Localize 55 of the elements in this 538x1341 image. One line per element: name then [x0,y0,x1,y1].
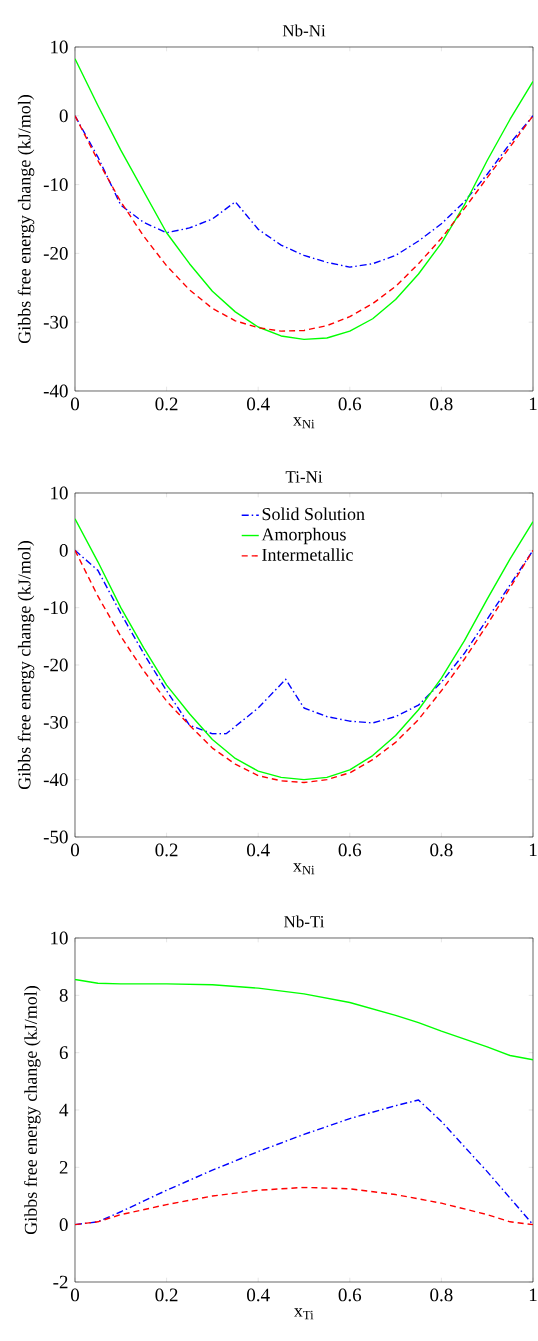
line-series [75,978,533,1061]
y-tick-label: -20 [43,658,68,672]
x-axis-title: x$_{Ti}$ [294,1308,314,1320]
y-tick-label: -20 [43,246,68,260]
y-axis-title: Gibbs free energy change (kJ/mol) [17,540,35,790]
y-tick-label: 6 [59,1046,68,1060]
y-tick-label: -40 [43,384,68,398]
y-axis-title: Gibbs free energy change (kJ/mol) [17,94,35,344]
line-series [75,549,533,735]
y-tick-label: -50 [43,830,68,844]
x-tick-label: 0.8 [430,1288,453,1302]
y-tick-label: 10 [51,486,68,500]
legend-label: Amorphous [261,527,346,545]
x-tick-label: 0.8 [430,397,453,411]
x-tick-label: 1 [529,843,537,857]
y-tick-label: -30 [43,315,68,329]
chart-title: Nb-Ti [284,915,325,928]
y-tick-label: -40 [43,773,68,787]
y-tick-label: -10 [43,601,68,615]
line-series [75,115,533,332]
x-axis-title: x$_{Ni}$ [293,417,315,429]
line-series [75,115,533,268]
y-tick-label: 10 [51,931,68,945]
x-tick-label: 0 [70,397,80,411]
x-tick-label: 0.2 [155,397,178,411]
x-tick-label: 0 [70,843,80,857]
legend-label: Intermetallic [262,548,353,561]
x-tick-label: 0.8 [430,843,453,857]
x-tick-label: 0.4 [247,1288,270,1302]
x-tick-label: 0.6 [338,843,362,857]
y-tick-label: 0 [59,1218,68,1232]
x-tick-label: 1 [529,1288,537,1302]
x-tick-label: 0.6 [338,1288,362,1302]
y-tick-label: 4 [59,1103,69,1117]
chart-title: Ti-Ni [285,471,323,483]
y-tick-label: 10 [51,40,68,54]
y-tick-label: -2 [53,1275,68,1289]
y-tick-label: -30 [43,715,68,729]
x-tick-label: 0.2 [155,843,178,857]
y-tick-label: 0 [59,543,68,557]
legend-label: Solid Solution [262,507,365,521]
x-axis-title: x$_{Ni}$ [293,863,315,875]
y-tick-label: 0 [59,109,68,123]
x-tick-label: 0.2 [155,1288,178,1302]
y-tick-label: 2 [59,1161,68,1174]
y-tick-label: -10 [43,178,68,191]
chart-title: Nb-Ni [282,24,326,37]
y-tick-label: 8 [59,988,68,1002]
x-tick-label: 0 [70,1288,80,1302]
x-tick-label: 0.4 [247,843,270,857]
x-tick-label: 0.6 [338,397,362,411]
x-tick-label: 1 [529,397,537,411]
x-tick-label: 0.4 [247,397,270,411]
y-axis-title: Gibbs free energy change (kJ/mol) [24,985,41,1235]
line-series [75,1186,533,1226]
